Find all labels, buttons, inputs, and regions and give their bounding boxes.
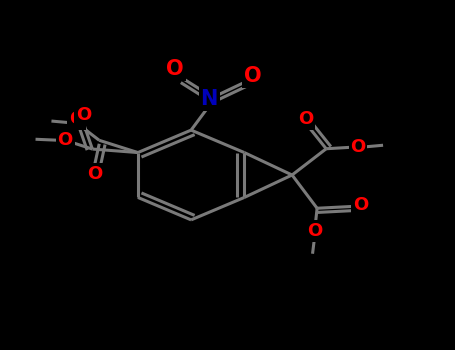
Text: O: O [87, 164, 102, 183]
Text: O: O [350, 138, 366, 156]
Text: N: N [201, 89, 218, 108]
Text: O: O [69, 110, 84, 128]
Text: O: O [307, 222, 323, 240]
Text: O: O [353, 196, 368, 215]
Text: O: O [298, 110, 313, 128]
Text: O: O [244, 66, 261, 86]
Text: O: O [76, 106, 91, 124]
Text: O: O [57, 131, 73, 149]
Text: O: O [167, 59, 184, 79]
